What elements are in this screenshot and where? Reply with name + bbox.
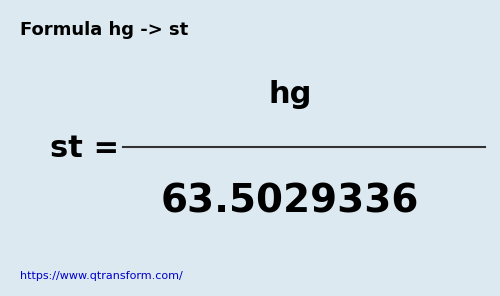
Text: https://www.qtransform.com/: https://www.qtransform.com/ xyxy=(20,271,183,281)
Text: st =: st = xyxy=(50,133,119,163)
Text: Formula hg -> st: Formula hg -> st xyxy=(20,21,188,39)
Text: hg: hg xyxy=(268,80,312,109)
Text: 63.5029336: 63.5029336 xyxy=(161,182,419,220)
